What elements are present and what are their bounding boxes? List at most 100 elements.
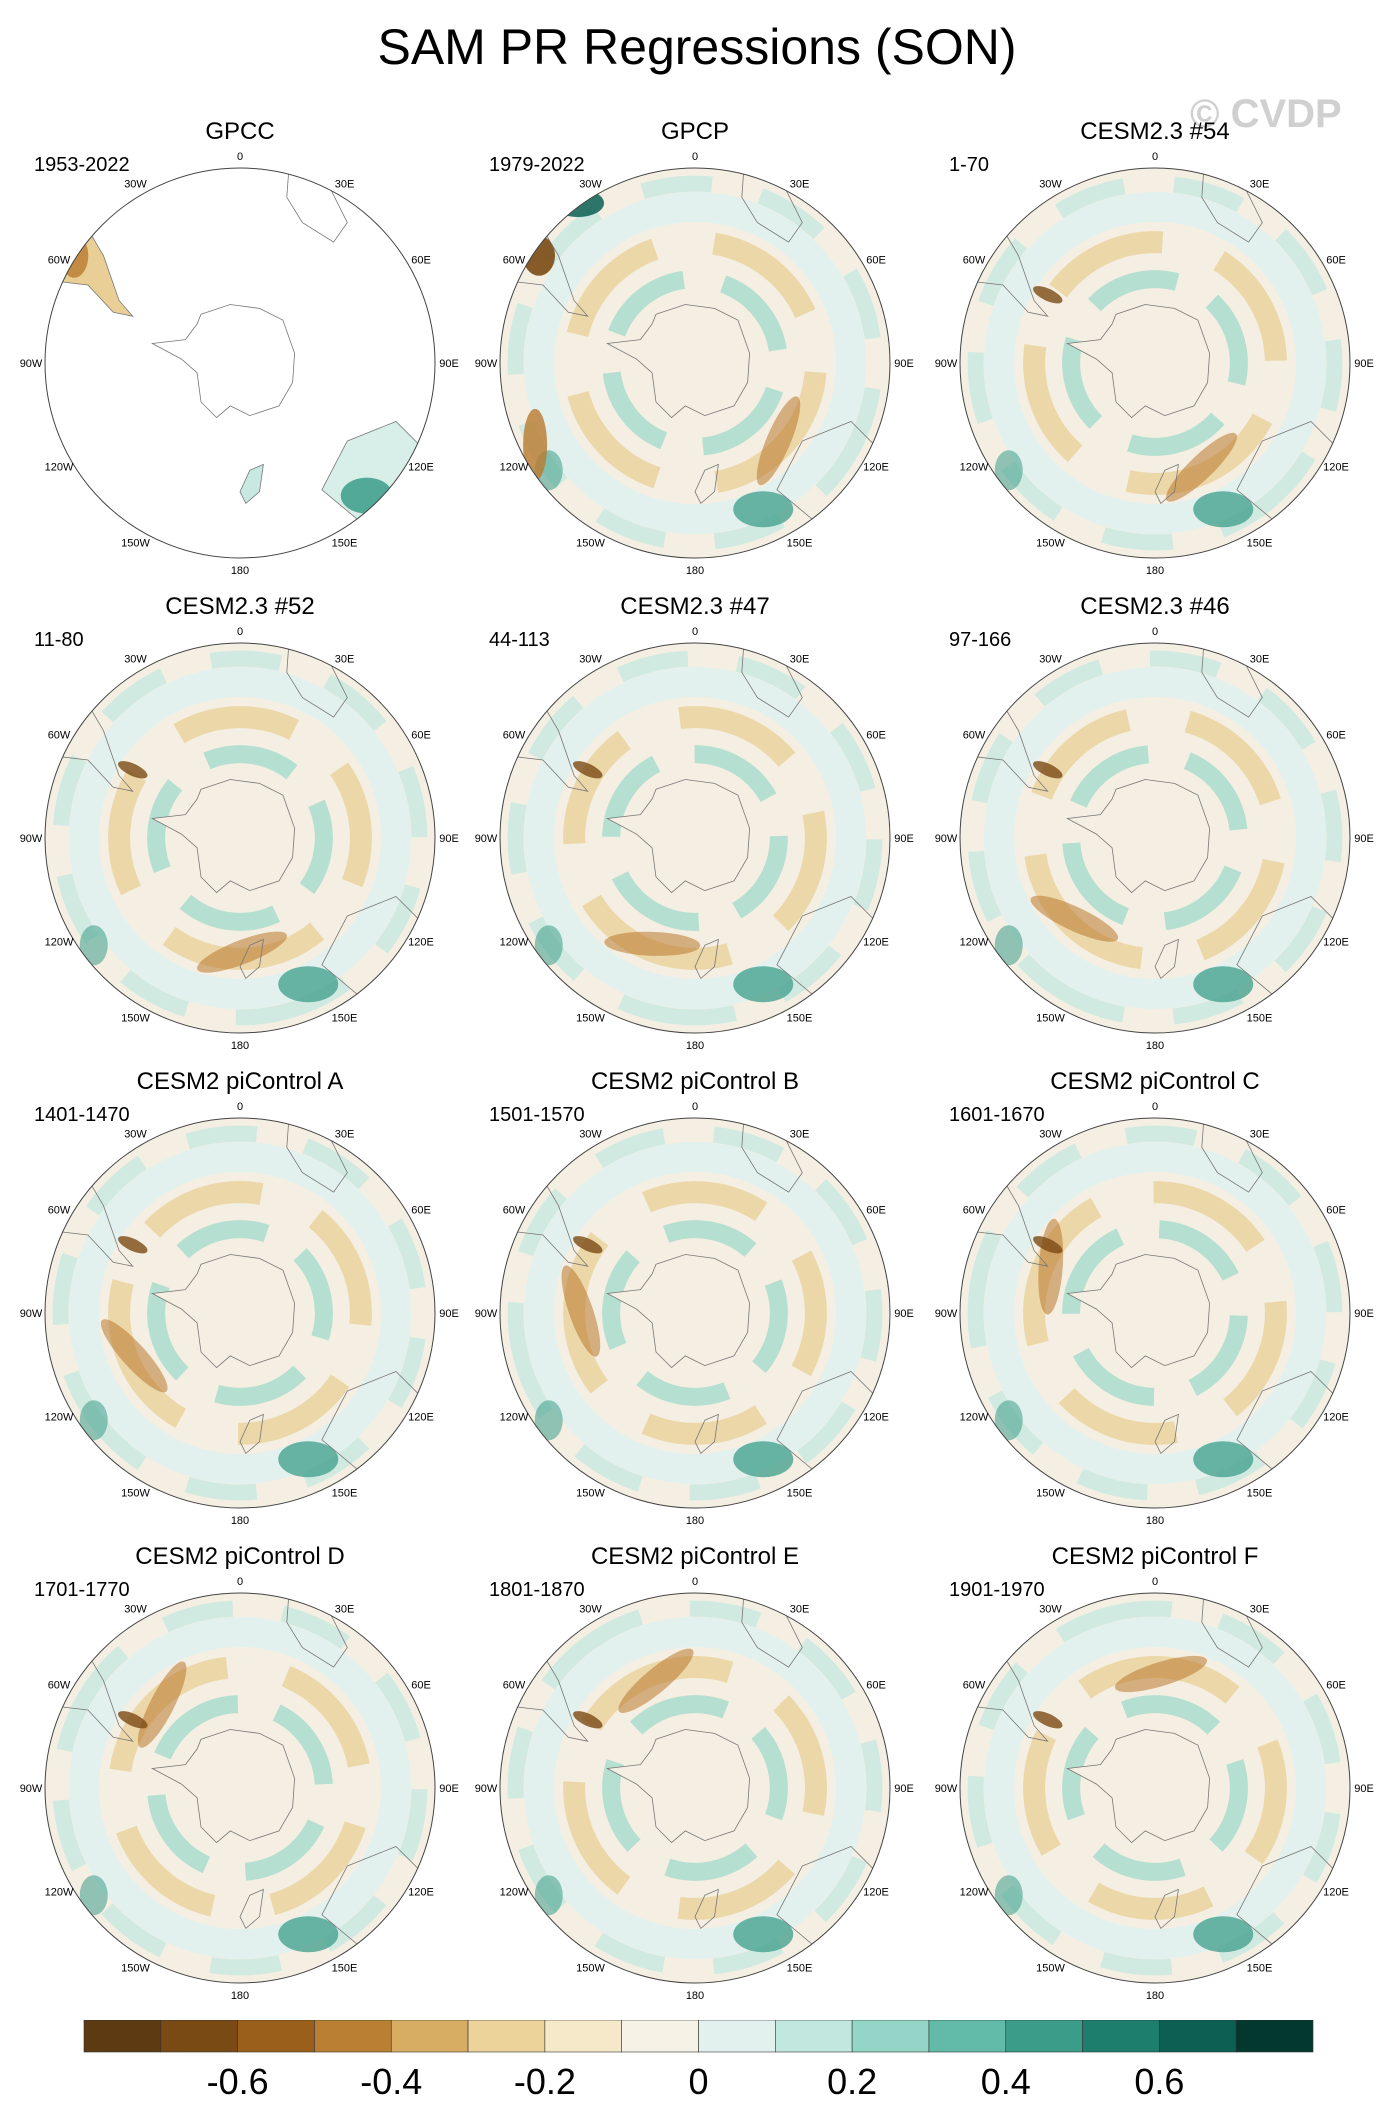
- map-boundary: [499, 642, 891, 1034]
- longitude-label: 60W: [503, 730, 526, 742]
- map-boundary: [44, 1592, 436, 1984]
- antarctica-outline: [150, 1729, 296, 1844]
- colorbar-tick-label: -0.2: [514, 2061, 576, 2102]
- longitude-label: 120E: [408, 1887, 434, 1899]
- longitude-label: 0: [1152, 151, 1158, 163]
- longitude-label: 60E: [866, 730, 886, 742]
- longitude-label: 60E: [1326, 1680, 1346, 1692]
- figure-title: SAM PR Regressions (SON): [377, 19, 1017, 75]
- longitude-label: 90E: [439, 358, 459, 370]
- longitude-label: 150E: [332, 537, 358, 549]
- colorbar-bin: [314, 2020, 392, 2053]
- longitude-label: 30W: [1039, 654, 1062, 666]
- longitude-label: 0: [237, 1101, 243, 1113]
- panel-title: CESM2 piControl C: [1050, 1068, 1260, 1095]
- panel-years: 1953-2022: [34, 154, 130, 176]
- longitude-label: 150E: [787, 1487, 813, 1499]
- longitude-label: 60W: [963, 255, 986, 267]
- longitude-label: 150W: [1036, 1487, 1065, 1499]
- longitude-label: 180: [686, 1040, 704, 1052]
- polar-map: 0 30E 60E 90E 120E 150E 180 150W 120W 90W 60W 30W: [475, 151, 914, 577]
- longitude-label: 30W: [1039, 179, 1062, 191]
- longitude-label: 120W: [500, 1412, 529, 1424]
- longitude-label: 90E: [1354, 1783, 1374, 1795]
- antarctica-outline: [1065, 1254, 1211, 1369]
- map-boundary: [959, 167, 1351, 559]
- longitude-label: 120E: [863, 1887, 889, 1899]
- colorbar-bin: [1005, 2020, 1083, 2053]
- longitude-label: 90W: [935, 1308, 958, 1320]
- longitude-label: 30E: [790, 1129, 810, 1141]
- colorbar-tick-label: -0.4: [360, 2061, 422, 2102]
- longitude-label: 90E: [894, 358, 914, 370]
- panel-title: CESM2.3 #54: [1080, 118, 1230, 145]
- longitude-label: 120W: [500, 1887, 529, 1899]
- longitude-label: 60W: [48, 1205, 71, 1217]
- panel-title: CESM2 piControl E: [590, 1543, 800, 1570]
- map-boundary: [44, 167, 436, 559]
- panel-years: 1501-1570: [489, 1104, 585, 1126]
- panel-title: CESM2.3 #47: [620, 593, 770, 620]
- colorbar-bin: [467, 2020, 546, 2053]
- longitude-label: 90E: [439, 1783, 459, 1795]
- longitude-label: 120W: [960, 1887, 989, 1899]
- longitude-label: 60W: [963, 1205, 986, 1217]
- longitude-label: 150W: [121, 1962, 150, 1974]
- longitude-label: 150W: [576, 1487, 605, 1499]
- longitude-label: 120W: [960, 462, 989, 474]
- colorbar-tick-label: 0.2: [827, 2061, 877, 2102]
- antarctica-outline: [150, 779, 296, 894]
- longitude-label: 120W: [45, 462, 74, 474]
- longitude-label: 120E: [408, 937, 434, 949]
- longitude-label: 60W: [503, 1205, 526, 1217]
- colorbar-bin: [1159, 2020, 1237, 2053]
- longitude-label: 30W: [124, 1129, 147, 1141]
- longitude-label: 60E: [1326, 730, 1346, 742]
- longitude-label: 90W: [475, 1783, 498, 1795]
- longitude-label: 60E: [411, 255, 431, 267]
- panel-title: GPCC: [205, 118, 275, 145]
- longitude-label: 180: [231, 1515, 249, 1527]
- colorbar-tick-label: -0.6: [207, 2061, 269, 2102]
- panel-title: CESM2 piControl B: [590, 1068, 800, 1095]
- longitude-label: 30W: [579, 179, 602, 191]
- antarctica-outline: [150, 1254, 296, 1369]
- polar-map: 0 30E 60E 90E 120E 150E 180 150W 120W 90W 60W 30W: [475, 626, 914, 1052]
- longitude-label: 120E: [1323, 937, 1349, 949]
- longitude-label: 90E: [1354, 358, 1374, 370]
- map-panel: CESM2 piControl D 0 30E 60E 90E 120E 150E 180 15…: [20, 1543, 460, 2003]
- longitude-label: 0: [237, 626, 243, 638]
- longitude-label: 0: [237, 151, 243, 163]
- longitude-label: 30W: [1039, 1604, 1062, 1616]
- longitude-label: 90W: [475, 358, 498, 370]
- longitude-label: 180: [231, 565, 249, 577]
- polar-map: 0 30E 60E 90E 120E 150E 180 150W 120W 90W 60W 30W: [20, 626, 459, 1052]
- longitude-label: 150E: [1247, 1012, 1273, 1024]
- antarctica-outline: [605, 779, 751, 894]
- colorbar-tick-label: 0: [688, 2061, 708, 2102]
- antarctica-outline: [150, 304, 296, 419]
- longitude-label: 60W: [503, 1680, 526, 1692]
- longitude-label: 180: [686, 565, 704, 577]
- longitude-label: 120W: [960, 1412, 989, 1424]
- panel-years: 1701-1770: [34, 1579, 130, 1601]
- longitude-label: 150E: [332, 1962, 358, 1974]
- polar-map: 0 30E 60E 90E 120E 150E 180 150W 120W 90W 60W 30W: [20, 151, 459, 577]
- polar-map: 0 30E 60E 90E 120E 150E 180 150W 120W 90W 60W 30W: [475, 1576, 914, 2002]
- map-boundary: [959, 1592, 1351, 1984]
- panel-years: 1801-1870: [489, 1579, 585, 1601]
- colorbar-bin: [851, 2020, 930, 2053]
- longitude-label: 60E: [866, 255, 886, 267]
- longitude-label: 150W: [576, 1012, 605, 1024]
- longitude-label: 150W: [1036, 1962, 1065, 1974]
- longitude-label: 180: [231, 1040, 249, 1052]
- polar-map: 0 30E 60E 90E 120E 150E 180 150W 120W 90W 60W 30W: [20, 1101, 459, 1527]
- longitude-label: 90E: [1354, 1308, 1374, 1320]
- antarctica-outline: [1065, 779, 1211, 894]
- longitude-label: 30E: [1250, 654, 1270, 666]
- longitude-label: 30W: [124, 1604, 147, 1616]
- longitude-label: 150E: [1247, 537, 1273, 549]
- map-boundary: [959, 642, 1351, 1034]
- map-boundary: [499, 1592, 891, 1984]
- longitude-label: 120E: [863, 937, 889, 949]
